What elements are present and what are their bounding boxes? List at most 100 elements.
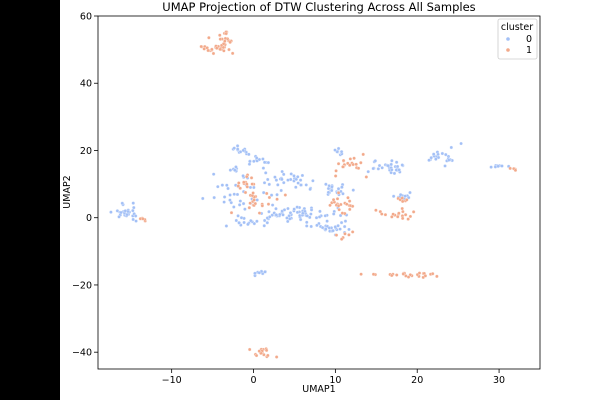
scatter-point — [286, 206, 290, 211]
scatter-point — [400, 206, 404, 211]
scatter-point — [255, 198, 259, 202]
series-0 — [109, 141, 511, 278]
scatter-point — [294, 185, 298, 189]
scatter-point — [341, 165, 345, 169]
scatter-point — [132, 205, 136, 210]
scatter-point — [400, 199, 405, 204]
scatter-point — [282, 180, 286, 185]
scatter-point — [235, 192, 240, 197]
scatter-point — [391, 194, 396, 199]
scatter-point — [496, 164, 500, 169]
scatter-point — [280, 169, 284, 174]
scatter-point — [227, 47, 231, 52]
scatter-point — [394, 273, 399, 277]
scatter-point — [238, 186, 242, 190]
scatter-point — [119, 210, 123, 215]
scatter-point — [248, 201, 252, 205]
legend-marker-1 — [506, 48, 510, 52]
scatter-point — [320, 225, 325, 230]
scatter-point — [264, 191, 269, 196]
scatter-point — [234, 165, 238, 169]
scatter-point — [236, 214, 240, 218]
scatter-point — [261, 157, 265, 161]
scatter-point — [400, 196, 405, 200]
scatter-point — [359, 272, 363, 276]
scatter-point — [337, 207, 341, 212]
scatter-point — [211, 172, 216, 176]
scatter-point — [449, 145, 454, 150]
y-tick-label: −40 — [72, 348, 92, 359]
legend-label-0: 0 — [526, 34, 532, 45]
scatter-point — [288, 217, 292, 221]
scatter-point — [389, 162, 393, 167]
scatter-point — [245, 185, 250, 189]
scatter-point — [348, 157, 353, 161]
scatter-point — [241, 174, 245, 178]
scatter-point — [408, 214, 413, 219]
y-axis-label: UMAP2 — [62, 175, 73, 208]
scatter-point — [212, 195, 216, 200]
scatter-point — [305, 220, 309, 225]
plot-border — [97, 15, 541, 370]
scatter-point — [373, 159, 378, 163]
scatter-point — [232, 192, 236, 196]
scatter-point — [248, 159, 252, 164]
scatter-point — [347, 163, 352, 167]
scatter-point — [406, 217, 410, 221]
scatter-point — [254, 353, 259, 358]
scatter-point — [304, 183, 308, 187]
scatter-point — [309, 212, 313, 216]
scatter-point — [243, 190, 248, 195]
scatter-point — [295, 205, 299, 209]
scatter-point — [228, 193, 232, 197]
scatter-point — [335, 197, 340, 201]
scatter-point — [246, 222, 250, 227]
x-axis-label: UMAP1 — [302, 384, 335, 395]
y-tick-label: 0 — [86, 213, 92, 224]
scatter-point — [377, 163, 382, 168]
scatter-point — [211, 51, 216, 56]
scatter-point — [411, 210, 416, 214]
scatter-point — [274, 178, 279, 182]
x-tick-label: 10 — [329, 375, 341, 386]
scatter-point — [210, 47, 214, 52]
scatter-point — [285, 219, 290, 224]
scatter-point — [266, 353, 270, 358]
scatter-point — [199, 44, 203, 49]
scatter-point — [350, 230, 355, 234]
scatter-point — [333, 225, 338, 229]
scatter-point — [270, 203, 275, 207]
scatter-point — [249, 218, 253, 223]
scatter-point — [249, 176, 254, 180]
scatter-point — [489, 165, 493, 169]
scatter-point — [309, 208, 314, 212]
scatter-point — [351, 188, 356, 192]
scatter-point — [443, 164, 447, 168]
scatter-point — [436, 155, 441, 160]
scatter-point — [250, 182, 254, 186]
scatter-point — [298, 217, 303, 222]
scatter-point — [314, 215, 319, 220]
scatter-point — [343, 219, 348, 223]
scatter-point — [131, 217, 135, 222]
scatter-point — [239, 216, 244, 220]
scatter-point — [229, 210, 234, 215]
scatter-point — [252, 159, 256, 164]
scatter-point — [242, 220, 246, 225]
legend-label-1: 1 — [526, 45, 532, 56]
scatter-point — [334, 233, 339, 237]
scatter-point — [346, 196, 350, 200]
scatter-point — [333, 174, 338, 178]
scatter-point — [292, 174, 296, 178]
scatter-point — [359, 160, 363, 165]
y-axis-ticks: −40 −20 0 20 40 60 — [72, 12, 98, 359]
scatter-point — [371, 166, 375, 171]
scatter-point — [238, 199, 243, 203]
scatter-point — [338, 227, 342, 231]
scatter-point — [383, 212, 388, 217]
scatter-point — [269, 193, 274, 197]
scatter-point — [429, 155, 433, 160]
scatter-point — [350, 204, 355, 208]
scatter-point — [315, 223, 319, 228]
